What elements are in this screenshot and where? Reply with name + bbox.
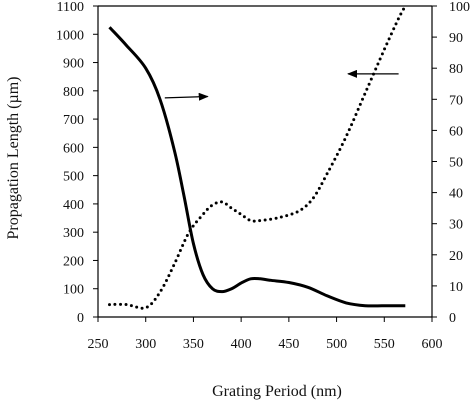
x-axis-label: Grating Period (nm) xyxy=(212,383,342,400)
y2-tick-label: 80 xyxy=(449,62,463,77)
right-axis-dotted-series xyxy=(108,4,407,310)
x-tick-label: 550 xyxy=(374,337,395,352)
y2-tick-label: 60 xyxy=(449,124,463,139)
y2-tick-label: 70 xyxy=(449,93,463,108)
x-tick-label: 600 xyxy=(422,337,443,352)
y2-tick-label: 100 xyxy=(449,0,470,15)
x-tick-label: 500 xyxy=(326,337,347,352)
y2-tick-label: 0 xyxy=(449,311,456,326)
y2-tick-label: 90 xyxy=(449,31,463,46)
y2-tick-label: 40 xyxy=(449,187,463,202)
y-tick-label: 0 xyxy=(77,311,84,326)
y-tick-label: 400 xyxy=(63,198,84,213)
y-tick-label: 1100 xyxy=(57,0,84,15)
x-tick-label: 400 xyxy=(231,337,252,352)
x-tick-label: 250 xyxy=(88,337,109,352)
y-tick-label: 800 xyxy=(63,85,84,100)
left-axis-solid-series xyxy=(108,26,406,308)
plot-area xyxy=(93,4,437,322)
y2-tick-label: 20 xyxy=(449,249,463,264)
y-tick-label: 300 xyxy=(63,226,84,241)
tick-labels: 250 300 350 400 450 500 550 6000100200300400500… xyxy=(56,0,470,352)
y-tick-label: 700 xyxy=(63,113,84,128)
y-tick-label: 900 xyxy=(63,57,84,72)
y2-tick-label: 30 xyxy=(449,218,463,233)
arrow-to-right-axis xyxy=(164,92,209,101)
y-tick-label: 200 xyxy=(63,254,84,269)
y-axis-label: Propagation Length (µm) xyxy=(5,77,22,240)
y2-tick-label: 10 xyxy=(449,280,463,295)
y-tick-label: 100 xyxy=(63,283,84,298)
y-tick-label: 500 xyxy=(63,170,84,185)
x-tick-label: 350 xyxy=(183,337,204,352)
y-tick-label: 600 xyxy=(63,141,84,156)
x-tick-label: 450 xyxy=(278,337,299,352)
y2-tick-label: 50 xyxy=(449,156,463,171)
y-tick-label: 1000 xyxy=(56,28,84,43)
x-tick-label: 300 xyxy=(135,337,156,352)
